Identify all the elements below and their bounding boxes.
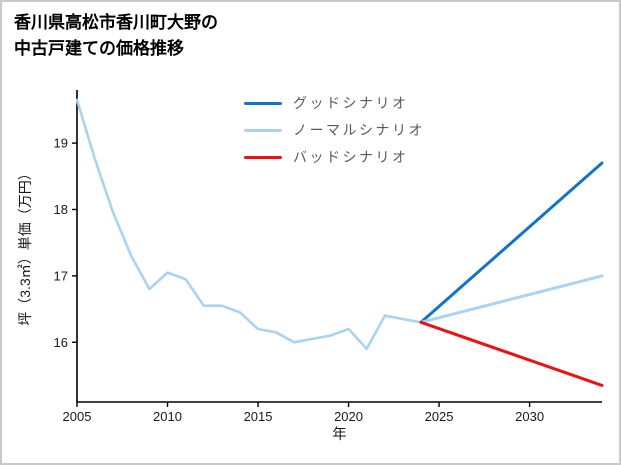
legend: グッドシナリオ ノーマルシナリオ バッドシナリオ	[244, 94, 425, 166]
chart-title-line1: 香川県高松市香川町大野の	[14, 13, 218, 32]
x-tick-label: 2010	[153, 409, 182, 424]
y-tick-label: 17	[54, 268, 68, 283]
series-line-historical-0	[75, 98, 423, 351]
series-line-forecast-3	[419, 320, 604, 387]
legend-label-normal-scenario: ノーマルシナリオ	[293, 122, 425, 138]
legend-line-good-scenario	[244, 101, 282, 105]
y-tick-label: 18	[54, 202, 68, 217]
legend-label-bad-scenario: バッドシナリオ	[293, 149, 409, 165]
legend-line-normal-scenario	[244, 128, 282, 132]
x-axis-label: 年	[332, 426, 347, 443]
legend-line-bad-scenario	[244, 155, 282, 159]
y-tick-label: 16	[54, 335, 68, 350]
legend-item-good-scenario: グッドシナリオ	[244, 94, 425, 112]
legend-item-bad-scenario: バッドシナリオ	[244, 148, 425, 166]
x-tick-label: 2015	[244, 409, 273, 424]
series-line-forecast-2	[419, 274, 604, 324]
x-tick-label: 2025	[425, 409, 454, 424]
x-tick-label: 2030	[515, 409, 544, 424]
chart-title-line2: 中古戸建ての価格推移	[14, 39, 184, 59]
legend-label-good-scenario: グッドシナリオ	[293, 95, 409, 111]
y-axis-label: 坪（3.3㎡）単価（万円）	[17, 166, 33, 325]
chart-title: 香川県高松市香川町大野の 中古戸建ての価格推移	[14, 10, 218, 63]
legend-item-normal-scenario: ノーマルシナリオ	[244, 121, 425, 139]
y-tick-label: 19	[54, 136, 68, 151]
x-tick-label: 2020	[334, 409, 363, 424]
x-tick-label: 2005	[63, 409, 92, 424]
series-line-forecast-1	[419, 161, 604, 324]
